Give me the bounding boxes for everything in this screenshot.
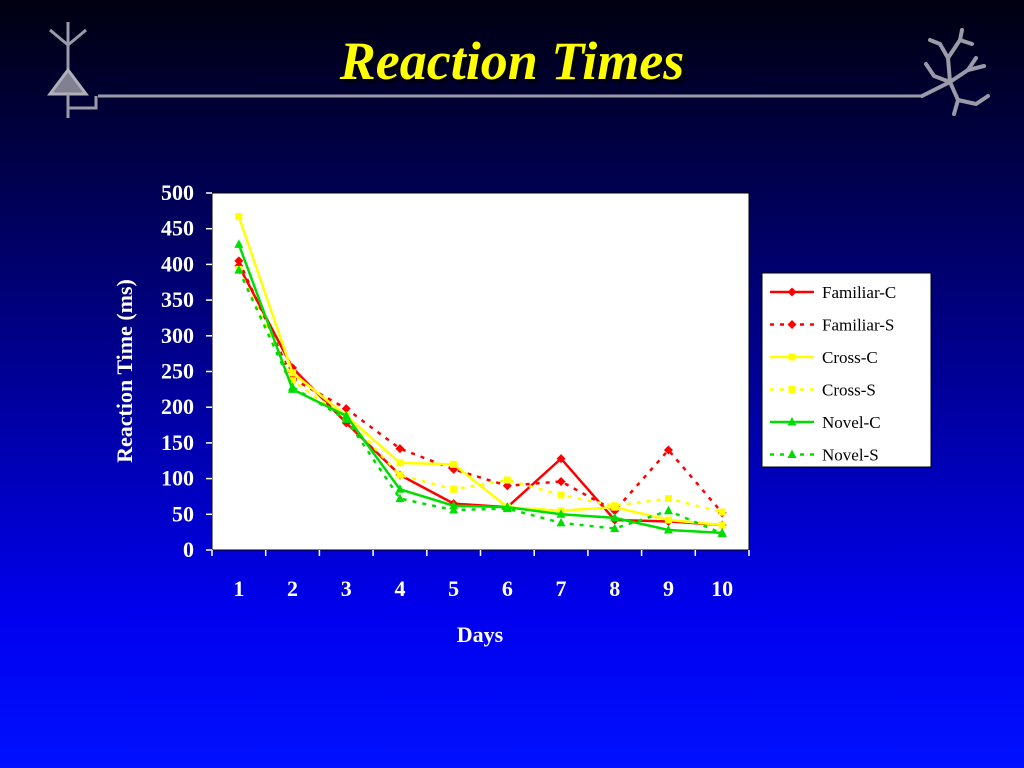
y-tick-label: 450	[161, 216, 194, 241]
series-line-novel-c	[237, 243, 723, 535]
y-tick-label: 0	[183, 537, 194, 562]
data-point-novel-c	[449, 500, 459, 510]
legend-item-familiar-c: Familiar-C	[770, 283, 896, 302]
y-tick-label: 200	[161, 394, 194, 419]
data-point-novel-c	[556, 509, 566, 518]
data-point-novel-c	[610, 512, 620, 522]
x-tick-label: 3	[341, 576, 352, 601]
legend-item-novel-s: Novel-S	[770, 446, 879, 465]
data-point-cross-c	[718, 521, 726, 529]
series-layer	[234, 213, 727, 538]
y-axis-title: Reaction Time (ms)	[112, 279, 137, 463]
legend: Familiar-C Familiar-S Cross-C Cross-S Novel-…	[761, 272, 932, 468]
x-tick-label: 6	[502, 576, 513, 601]
data-point-cross-s	[557, 491, 565, 499]
neuron-pyramidal-icon	[47, 22, 98, 118]
legend-swatch-marker	[788, 386, 796, 393]
legend-label: Cross-C	[822, 348, 878, 367]
data-point-novel-s	[717, 528, 727, 538]
x-tick-label: 9	[663, 576, 674, 601]
y-tick-label: 350	[161, 287, 194, 312]
data-point-cross-c	[289, 369, 297, 377]
data-point-cross-c	[235, 213, 243, 221]
y-axis: 0 50 100 150 200 250 300 350 400 450 500	[161, 180, 212, 562]
x-tick-label: 5	[448, 576, 459, 601]
data-point-novel-c	[663, 525, 673, 534]
legend-item-familiar-s: Familiar-S	[770, 316, 894, 335]
data-point-familiar-s	[341, 404, 351, 414]
legend-swatch-marker	[787, 287, 797, 297]
series-line-cross-c	[237, 216, 723, 527]
data-point-cross-s	[718, 508, 726, 516]
legend-label: Cross-S	[822, 381, 876, 400]
plot-area	[211, 192, 750, 551]
x-tick-label: 10	[711, 576, 733, 601]
legend-box	[761, 272, 932, 468]
y-tick-label: 100	[161, 466, 194, 491]
data-point-cross-s	[664, 495, 672, 503]
legend-item-cross-s: Cross-S	[770, 381, 876, 400]
data-point-cross-s	[450, 485, 458, 493]
legend-label: Familiar-C	[822, 283, 896, 302]
data-point-familiar-c	[556, 454, 566, 464]
data-point-novel-s	[610, 523, 620, 533]
data-point-novel-s	[234, 265, 244, 274]
legend-swatch-marker	[787, 320, 797, 329]
series-line-novel-s	[237, 269, 723, 535]
x-tick-label: 8	[609, 576, 620, 601]
y-tick-label: 400	[161, 251, 194, 276]
legend-swatch-marker	[787, 417, 797, 426]
data-point-novel-s	[341, 414, 351, 423]
neuron-dendrite-icon	[920, 28, 990, 116]
legend-swatch-marker	[788, 353, 796, 361]
legend-item-novel-c: Novel-C	[770, 413, 881, 432]
data-point-cross-s	[289, 377, 297, 385]
slide-title: Reaction Times	[339, 31, 685, 91]
legend-item-cross-c: Cross-C	[770, 348, 878, 367]
legend-swatch-marker	[787, 449, 797, 458]
data-point-novel-s	[663, 505, 673, 515]
series-novel-s	[234, 265, 727, 538]
data-point-novel-s	[395, 493, 405, 503]
legend-label: Novel-C	[822, 413, 881, 432]
data-point-novel-c	[234, 239, 244, 248]
data-point-cross-c	[664, 516, 672, 524]
y-tick-label: 500	[161, 180, 194, 205]
x-tick-label: 2	[287, 576, 298, 601]
data-point-cross-s	[503, 476, 511, 484]
data-point-novel-s	[449, 505, 459, 514]
x-tick-label: 7	[556, 576, 567, 601]
x-tick-label: 1	[233, 576, 244, 601]
x-tick-label: 4	[394, 576, 405, 601]
x-axis-title: Days	[457, 622, 504, 647]
data-point-familiar-s	[663, 445, 673, 455]
data-point-novel-s	[556, 517, 566, 527]
y-tick-label: 300	[161, 323, 194, 348]
y-tick-label: 150	[161, 430, 194, 455]
data-point-cross-c	[450, 460, 458, 468]
data-point-novel-s	[288, 382, 298, 391]
data-point-familiar-s	[556, 476, 566, 486]
y-tick-label: 250	[161, 359, 194, 384]
y-tick-label: 50	[172, 501, 194, 526]
data-point-cross-s	[396, 471, 404, 479]
data-point-familiar-s	[234, 256, 244, 266]
legend-label: Novel-S	[822, 446, 879, 465]
data-point-familiar-s	[395, 444, 405, 454]
data-point-cross-s	[611, 502, 619, 510]
data-point-novel-s	[502, 503, 512, 513]
series-line-cross-s	[237, 268, 723, 514]
data-point-cross-c	[396, 459, 404, 467]
legend-label: Familiar-S	[822, 316, 894, 335]
data-point-novel-c	[395, 484, 405, 493]
x-axis: 1 2 3 4 5 6 7 8 9 10	[211, 549, 750, 601]
